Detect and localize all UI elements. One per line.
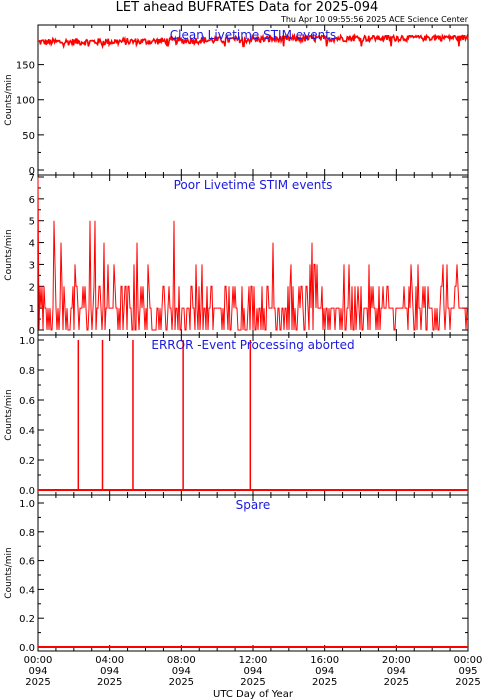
- y-tick-label: 0.8: [19, 366, 35, 377]
- y-tick-label: 0.4: [19, 585, 35, 596]
- x-tick-year: 2025: [384, 677, 409, 688]
- y-tick-label: 1.0: [19, 336, 35, 347]
- panel-frame: [37, 494, 469, 652]
- x-tick-time: 16:00: [310, 655, 339, 666]
- series-line: [37, 176, 468, 331]
- y-tick-label: 0.0: [19, 486, 35, 497]
- x-tick-doy: 094: [315, 666, 334, 677]
- x-tick-doy: 094: [387, 666, 406, 677]
- x-tick-time: 12:00: [239, 655, 268, 666]
- y-tick-label: 3: [29, 260, 35, 271]
- main-title: LET ahead BUFRATES Data for 2025-094: [116, 0, 379, 15]
- series-line: [37, 32, 469, 50]
- y-tick-label: 0.0: [19, 643, 35, 654]
- y-tick-label: 0.2: [19, 614, 35, 625]
- x-tick-doy: 094: [243, 666, 262, 677]
- y-tick-label: 0.6: [19, 557, 35, 568]
- y-tick-label: 0.2: [19, 456, 35, 467]
- y-tick-label: 50: [22, 131, 35, 142]
- y-tick-label: 0.4: [19, 426, 35, 437]
- panel-4: 0.0 0.2 0.4 0.6 0.8 1.0 Counts/min Spare: [4, 494, 469, 654]
- x-tick-doy: 094: [28, 666, 47, 677]
- y-tick-label: 150: [16, 61, 35, 72]
- x-tick-year: 2025: [240, 677, 265, 688]
- y-tick-label: 1: [29, 304, 35, 315]
- x-tick-year: 2025: [97, 677, 122, 688]
- x-tick-labels: 00:00094202504:00094202508:00094202512:0…: [24, 655, 482, 688]
- x-tick-time: 00:00: [454, 655, 482, 666]
- x-tick-time: 04:00: [95, 655, 124, 666]
- x-tick-year: 2025: [25, 677, 50, 688]
- panel-title: Spare: [236, 498, 271, 512]
- timestamp: Thu Apr 10 09:55:56 2025 ACE Science Cen…: [280, 15, 469, 24]
- x-tick-time: 08:00: [167, 655, 196, 666]
- x-tick-year: 2025: [169, 677, 194, 688]
- panel-title: Poor Livetime STIM events: [174, 178, 333, 192]
- panel-2: 0 1 2 3 4 5 6 7 Counts/min Poor Livetime STIM eve…: [4, 173, 469, 337]
- x-tick-time: 20:00: [382, 655, 411, 666]
- y-tick-label: 100: [16, 96, 35, 107]
- y-axis-label: Counts/min: [4, 389, 14, 440]
- panel-title: Clean Livetime STIM events: [170, 28, 336, 42]
- y-axis-label: Counts/min: [4, 74, 14, 125]
- y-tick-label: 2: [29, 282, 35, 293]
- x-tick-doy: 095: [458, 666, 477, 677]
- x-axis-label: UTC Day of Year: [213, 689, 294, 700]
- y-tick-label: 5: [29, 217, 35, 228]
- x-tick-time: 00:00: [24, 655, 53, 666]
- y-tick-label: 6: [29, 195, 35, 206]
- x-tick-year: 2025: [455, 677, 480, 688]
- x-tick-year: 2025: [312, 677, 337, 688]
- y-tick-label: 7: [29, 173, 35, 184]
- panel-3: 0.0 0.2 0.4 0.6 0.8 1.0 Counts/min ERROR -Event…: [4, 334, 469, 497]
- x-tick-doy: 094: [172, 666, 191, 677]
- y-tick-label: 0.6: [19, 396, 35, 407]
- panel-title: ERROR -Event Processing aborted: [151, 338, 354, 352]
- y-tick-label: 0.8: [19, 528, 35, 539]
- y-axis-label: Counts/min: [4, 229, 14, 280]
- y-tick-label: 0: [29, 166, 35, 177]
- y-tick-label: 0: [29, 326, 35, 337]
- x-tick-doy: 094: [100, 666, 119, 677]
- y-tick-label: 4: [29, 239, 35, 250]
- y-axis-label: Counts/min: [4, 547, 14, 598]
- y-tick-label: 1.0: [19, 499, 35, 510]
